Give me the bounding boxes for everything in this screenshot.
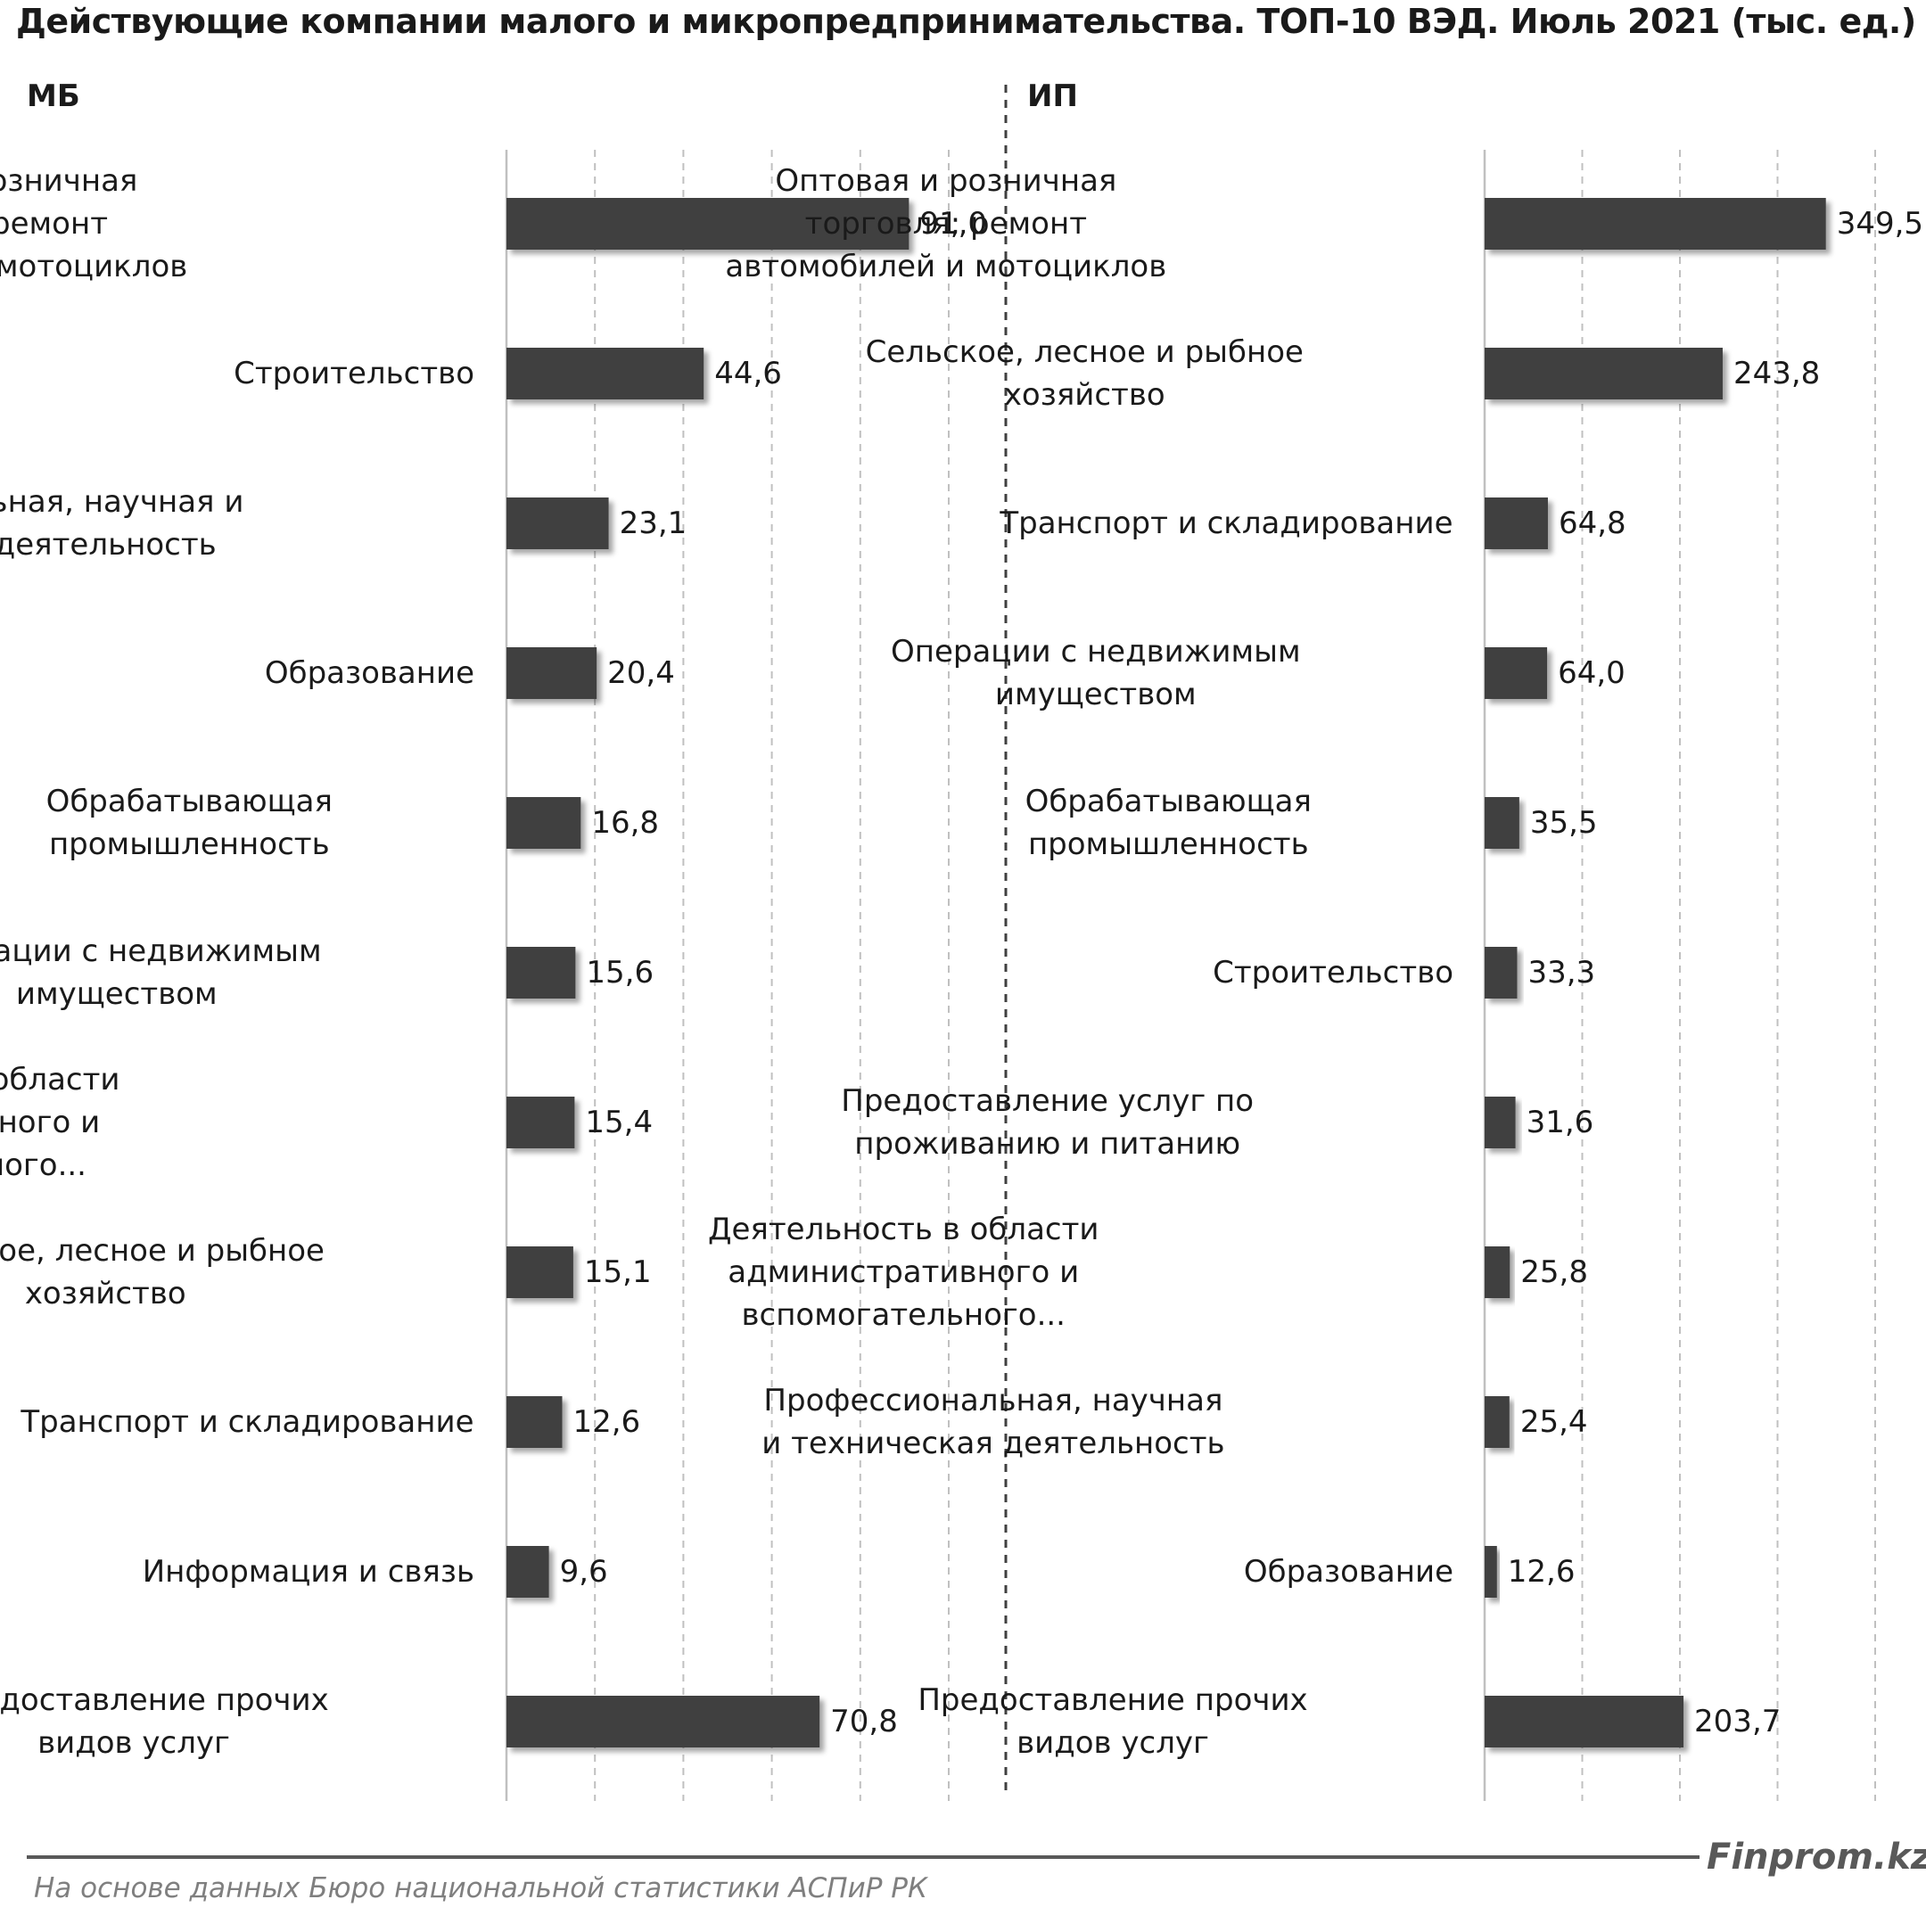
- category-label: Предоставление услуг по проживанию и пита…: [841, 1083, 1254, 1162]
- value-label: 25,4: [1520, 1404, 1588, 1440]
- category-label: Строительство: [1213, 955, 1453, 991]
- value-label: 70,8: [830, 1704, 898, 1739]
- value-label: 349,5: [1837, 206, 1923, 242]
- value-label: 15,1: [584, 1254, 652, 1290]
- bar: [506, 797, 581, 849]
- value-label: 16,8: [591, 805, 659, 841]
- panel-label-ip: ИП: [1027, 78, 1078, 114]
- value-label: 64,8: [1559, 506, 1626, 541]
- panel-ip: 349,5 Оптовая и розничная торговля; ремонт…: [708, 150, 1923, 1801]
- category-label: Обрабатывающая промышленность: [46, 784, 333, 862]
- chart-title: Действующие компании малого и микропредп…: [16, 2, 1916, 41]
- bar: [1485, 647, 1548, 699]
- bar: [506, 947, 576, 999]
- bar: [1485, 497, 1548, 549]
- value-label: 25,8: [1520, 1254, 1588, 1290]
- bar: [1485, 1396, 1510, 1448]
- value-label: 33,3: [1527, 955, 1595, 991]
- bar: [506, 1396, 563, 1448]
- panel-label-mb: МБ: [27, 78, 80, 114]
- category-label: Образование: [265, 655, 474, 691]
- category-label: Транспорт и складирование: [20, 1404, 473, 1440]
- bar: [1485, 1696, 1684, 1747]
- value-label: 20,4: [607, 655, 675, 691]
- value-label: 15,6: [586, 955, 654, 991]
- bar: [506, 1546, 549, 1598]
- category-label: Информация и связь: [143, 1554, 474, 1590]
- bar: [506, 1097, 575, 1148]
- bar: [506, 497, 609, 549]
- value-label: 31,6: [1527, 1105, 1594, 1140]
- bar: [506, 198, 910, 250]
- bar: [1485, 1546, 1497, 1598]
- value-label: 64,0: [1558, 655, 1626, 691]
- value-label: 243,8: [1733, 356, 1820, 391]
- category-label: Обрабатывающая промышленность: [1025, 784, 1312, 862]
- bar: [506, 1696, 820, 1747]
- bar: [1485, 1246, 1510, 1298]
- brand-logo: Finprom.kz: [1707, 1837, 1926, 1878]
- bar: [1485, 947, 1518, 999]
- bar: [1485, 348, 1723, 399]
- value-label: 35,5: [1530, 805, 1598, 841]
- category-label: Транспорт и складирование: [999, 506, 1453, 541]
- bar: [1485, 1097, 1516, 1148]
- category-label: Профессиональная, научная и техническая д…: [761, 1383, 1224, 1461]
- value-label: 12,6: [572, 1404, 640, 1440]
- source-note: На основе данных Бюро национальной стати…: [34, 1872, 928, 1904]
- value-label: 9,6: [560, 1554, 608, 1590]
- value-label: 23,1: [620, 506, 687, 541]
- category-label: Деятельность в областиадминистративного …: [0, 1062, 120, 1183]
- value-label: 91,0: [919, 206, 987, 242]
- bar: [506, 348, 704, 399]
- category-label: Строительство: [234, 356, 474, 391]
- value-label: 15,4: [585, 1105, 653, 1140]
- value-label: 12,6: [1508, 1554, 1576, 1590]
- bar: [1485, 198, 1826, 250]
- bar: [506, 1246, 573, 1298]
- value-label: 203,7: [1694, 1704, 1781, 1739]
- bar: [506, 647, 597, 699]
- value-label: 44,6: [714, 356, 782, 391]
- bar: [1485, 797, 1519, 849]
- category-label: Образование: [1244, 1554, 1453, 1590]
- footer-rule: [27, 1855, 1700, 1859]
